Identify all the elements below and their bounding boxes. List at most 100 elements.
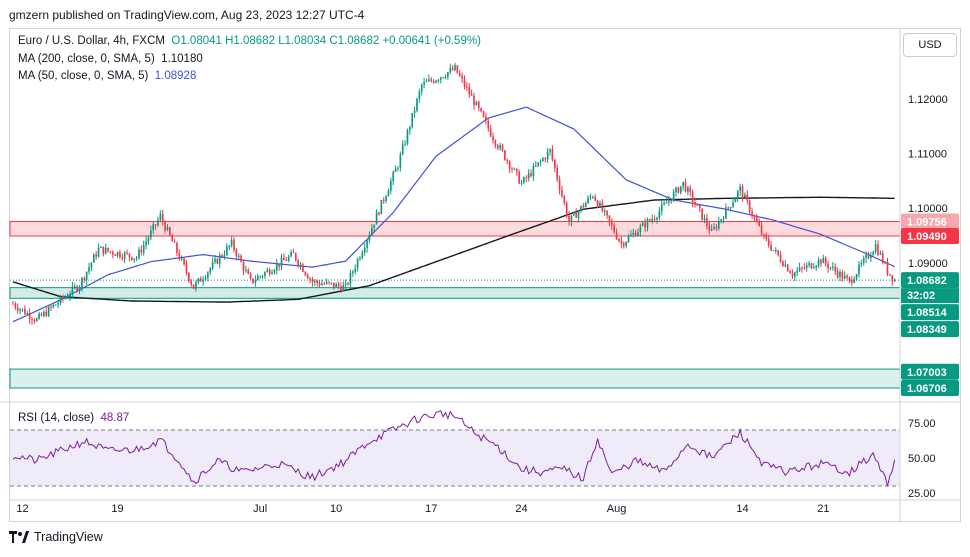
candle-body [178, 252, 181, 260]
candle-body [361, 252, 364, 259]
candle-body [739, 186, 741, 192]
candle-body [872, 252, 875, 256]
level-label-6-text: 1.06706 [907, 383, 947, 395]
candle-body [774, 250, 777, 252]
candle-body [375, 212, 378, 225]
ohlc-change: +0.00641 (+0.59%) [382, 35, 481, 47]
candle-body [35, 318, 38, 322]
candle-body [715, 226, 718, 229]
candle-body [651, 218, 654, 221]
candle-body [66, 296, 69, 298]
candle-body [487, 120, 490, 129]
candle-body [397, 167, 399, 169]
level-label-3-bg [901, 304, 959, 321]
candle-body [518, 171, 520, 184]
candle-body [670, 200, 673, 202]
candle-body [760, 225, 763, 235]
candle-body [59, 296, 62, 304]
candle-body [430, 79, 433, 81]
candle-body [549, 149, 551, 152]
candle-body [525, 177, 528, 179]
candle-body [468, 87, 471, 95]
candle-body [235, 249, 238, 257]
candle-body [185, 264, 188, 273]
time-tick-label: 10 [330, 503, 342, 515]
price-tick-label: 1.12000 [908, 94, 948, 106]
level-label-2: 1.09490 [901, 228, 959, 245]
candle-body [242, 261, 245, 271]
level-label-3-text: 1.08514 [907, 307, 948, 319]
level-label-6-bg [901, 380, 959, 397]
ma50-line [12, 106, 895, 323]
footer-brand[interactable]: TradingView [9, 530, 103, 544]
candle-body [572, 212, 575, 216]
time-tick-label: 14 [736, 503, 748, 515]
candle-body [708, 225, 711, 231]
candle-body [180, 258, 183, 260]
candle-body [461, 75, 463, 79]
publish-text: gmzern published on TradingView.com, Aug… [9, 8, 365, 22]
candle-body [126, 252, 128, 254]
candle-body [299, 264, 302, 266]
price-tick-label: 1.11000 [908, 149, 947, 161]
candle-body [368, 235, 371, 241]
candle-body [154, 224, 157, 226]
candle-body [290, 252, 292, 257]
candle-body [73, 286, 76, 288]
candle-body [824, 258, 827, 264]
candle-body [458, 73, 461, 76]
candle-body [261, 275, 264, 277]
candle-body [316, 280, 319, 283]
candle-body [230, 239, 233, 246]
level-label-5-text: 1.07003 [907, 367, 947, 379]
candle-body [817, 259, 820, 266]
candle-body [76, 286, 78, 291]
candle-body [494, 140, 497, 146]
ma200-legend[interactable]: MA (200, close, 0, SMA, 5) 1.10180 [18, 53, 203, 65]
candle-body [668, 200, 670, 203]
currency-button[interactable]: USD [903, 33, 957, 57]
candle-body [798, 267, 801, 271]
support-zone-upper [9, 287, 901, 299]
ma50-legend[interactable]: MA (50, close, 0, SMA, 5) 1.08928 [18, 70, 196, 82]
candle-body [228, 245, 231, 247]
candle-body [128, 253, 131, 257]
candle-body [370, 227, 373, 236]
candle-body [413, 110, 416, 114]
candle-body [499, 145, 501, 149]
candle-body [111, 251, 114, 255]
candle-body [582, 205, 585, 208]
candle-body [485, 116, 487, 121]
candle-body [359, 258, 361, 260]
candle-body [851, 279, 853, 283]
candle-body [71, 286, 74, 295]
time-tick-label: 17 [425, 503, 437, 515]
candle-body [57, 303, 59, 305]
candle-body [88, 267, 90, 272]
candle-body [116, 252, 119, 256]
candle-body [703, 218, 706, 220]
candle-body [226, 246, 228, 255]
countdown-text: 32:02 [907, 290, 935, 302]
candle-body [660, 204, 663, 212]
candle-body [470, 94, 473, 96]
rsi-legend[interactable]: RSI (14, close) 48.87 [18, 412, 129, 424]
time-tick-label: 19 [111, 503, 123, 515]
candle-body [237, 255, 240, 257]
symbol-title[interactable]: Euro / U.S. Dollar, 4h, FXCM [18, 35, 165, 47]
candle-body [387, 190, 390, 197]
candle-body [706, 218, 708, 226]
candle-body [641, 222, 644, 226]
candle-body [734, 198, 737, 203]
candle-body [603, 210, 606, 212]
candle-body [280, 257, 283, 267]
candle-body [454, 65, 456, 71]
candle-body [161, 214, 164, 222]
candle-body [530, 173, 532, 177]
candle-body [753, 215, 756, 218]
time-tick-label: Aug [607, 503, 627, 515]
candle-body [254, 280, 257, 283]
ma200-line [12, 196, 895, 303]
candle-body [687, 187, 689, 192]
